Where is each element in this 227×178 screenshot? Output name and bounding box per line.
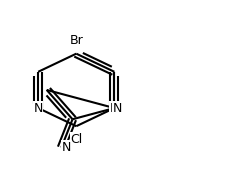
Text: Br: Br bbox=[69, 34, 83, 47]
Text: Cl: Cl bbox=[70, 133, 82, 146]
Text: N: N bbox=[62, 141, 71, 154]
Text: N: N bbox=[34, 102, 43, 115]
Text: N: N bbox=[113, 103, 122, 116]
Text: N: N bbox=[110, 102, 119, 115]
